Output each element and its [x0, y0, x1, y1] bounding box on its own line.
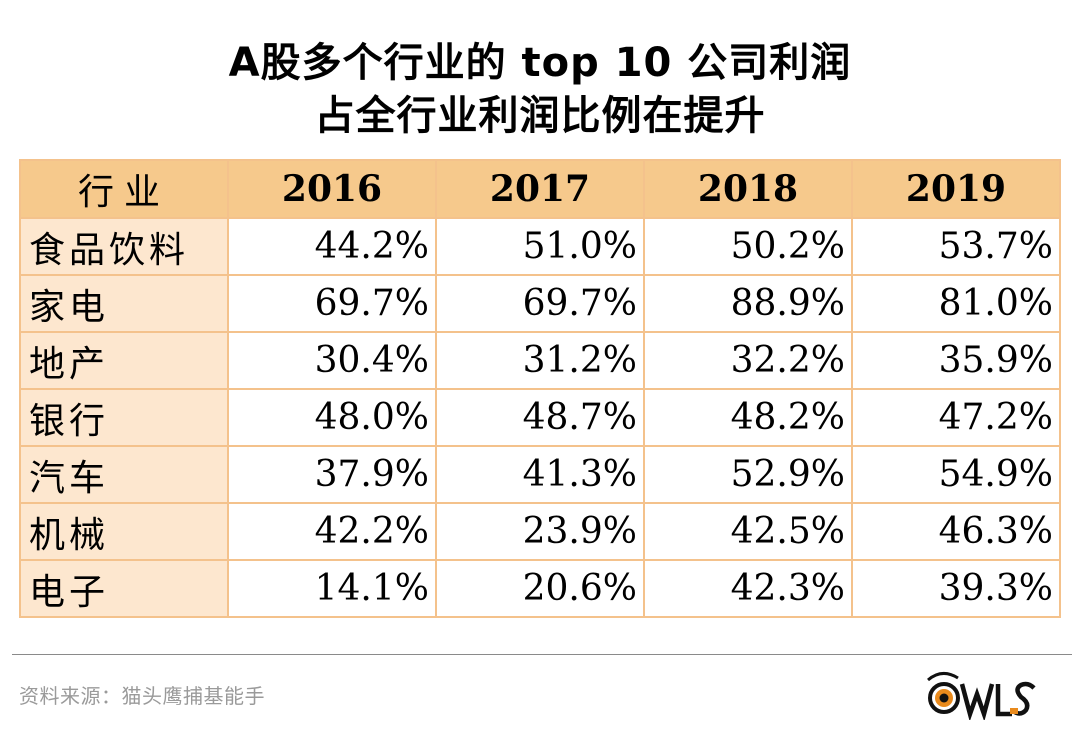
cell-value: 42.5% — [643, 502, 853, 561]
cell-value: 46.3% — [851, 502, 1061, 561]
logo-eye-pupil-icon — [939, 693, 949, 703]
cell-value: 14.1% — [227, 559, 437, 618]
row-label: 电子 — [19, 559, 229, 618]
cell-value: 41.3% — [435, 445, 645, 504]
row-label: 地产 — [19, 331, 229, 390]
cell-value: 50.2% — [643, 217, 853, 276]
cell-value: 81.0% — [851, 274, 1061, 333]
cell-value: 48.2% — [643, 388, 853, 447]
row-label: 银行 — [19, 388, 229, 447]
cell-value: 53.7% — [851, 217, 1061, 276]
table-row: 汽车 37.9% 41.3% 52.9% 54.9% — [19, 445, 1061, 504]
logo-letter-w-icon — [959, 683, 995, 720]
cell-value: 32.2% — [643, 331, 853, 390]
table-header-row: 行业 2016 2017 2018 2019 — [19, 159, 1061, 219]
cell-value: 48.7% — [435, 388, 645, 447]
cell-value: 39.3% — [851, 559, 1061, 618]
cell-value: 35.9% — [851, 331, 1061, 390]
cell-value: 30.4% — [227, 331, 437, 390]
cell-value: 42.2% — [227, 502, 437, 561]
table-row: 机械 42.2% 23.9% 42.5% 46.3% — [19, 502, 1061, 561]
logo-brow-icon — [927, 672, 959, 682]
title-line-1: A股多个行业的 top 10 公司利润 — [228, 40, 852, 86]
logo-letter-l-icon — [995, 684, 1012, 717]
cell-value: 37.9% — [227, 445, 437, 504]
cell-value: 23.9% — [435, 502, 645, 561]
cell-value: 20.6% — [435, 559, 645, 618]
cell-value: 69.7% — [435, 274, 645, 333]
cell-value: 48.0% — [227, 388, 437, 447]
table-row: 家电 69.7% 69.7% 88.9% 81.0% — [19, 274, 1061, 333]
cell-value: 44.2% — [227, 217, 437, 276]
table-row: 电子 14.1% 20.6% 42.3% 39.3% — [19, 559, 1061, 618]
footer-divider — [12, 654, 1072, 655]
row-label: 食品饮料 — [19, 217, 229, 276]
cell-value: 88.9% — [643, 274, 853, 333]
header-2016: 2016 — [227, 159, 437, 219]
row-label: 机械 — [19, 502, 229, 561]
industry-profit-table: 行业 2016 2017 2018 2019 食品饮料 44.2% 51.0% … — [19, 159, 1061, 618]
cell-value: 69.7% — [227, 274, 437, 333]
logo-letter-s-icon — [1010, 681, 1036, 716]
owls-logo — [927, 672, 1036, 720]
row-label: 家电 — [19, 274, 229, 333]
logo-eye-ring-icon — [928, 682, 960, 714]
logo-mini-owl-icon — [1010, 708, 1018, 714]
cell-value: 52.9% — [643, 445, 853, 504]
table-row: 食品饮料 44.2% 51.0% 50.2% 53.7% — [19, 217, 1061, 276]
cell-value: 47.2% — [851, 388, 1061, 447]
header-2019: 2019 — [851, 159, 1061, 219]
table-row: 地产 30.4% 31.2% 32.2% 35.9% — [19, 331, 1061, 390]
title-line-2: 占全行业利润比例在提升 — [314, 93, 766, 139]
cell-value: 42.3% — [643, 559, 853, 618]
row-label: 汽车 — [19, 445, 229, 504]
cell-value: 31.2% — [435, 331, 645, 390]
table-row: 银行 48.0% 48.7% 48.2% 47.2% — [19, 388, 1061, 447]
header-industry: 行业 — [19, 159, 229, 219]
cell-value: 54.9% — [851, 445, 1061, 504]
source-note: 资料来源：猫头鹰捕基能手 — [19, 684, 265, 708]
header-2018: 2018 — [643, 159, 853, 219]
header-2017: 2017 — [435, 159, 645, 219]
cell-value: 51.0% — [435, 217, 645, 276]
